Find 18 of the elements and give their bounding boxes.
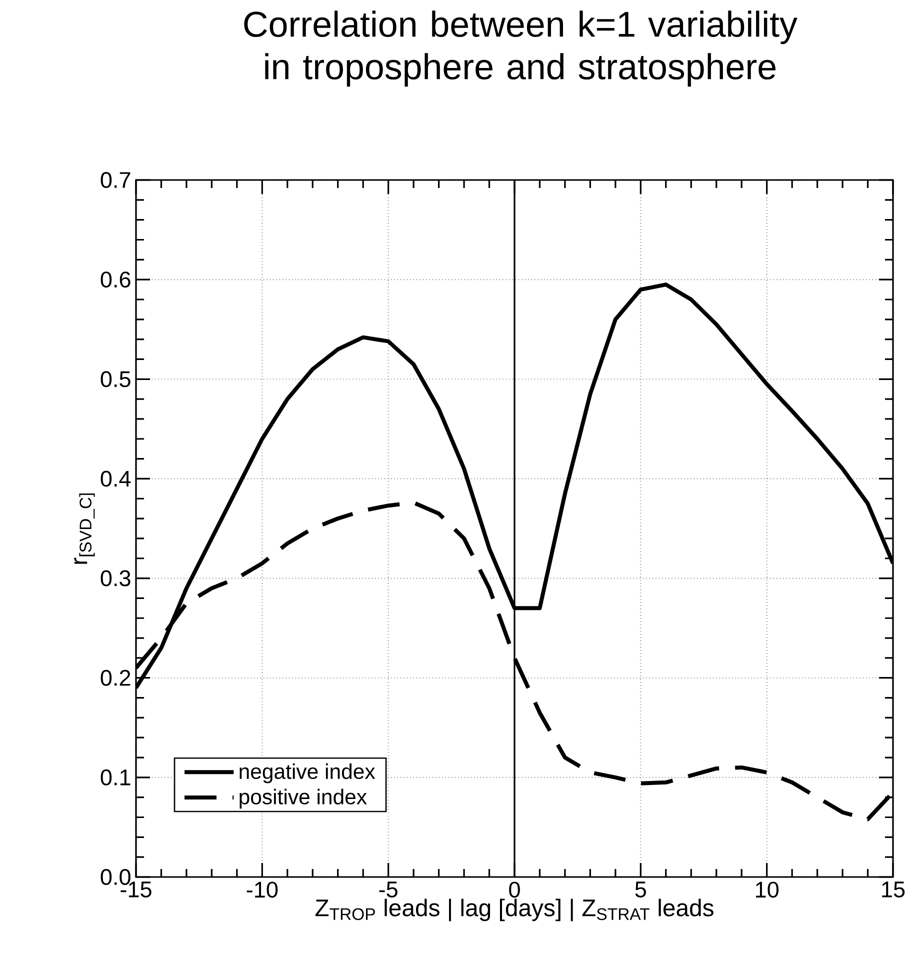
x-tick-label: 5 <box>635 882 646 898</box>
y-tick-label: 0.5 <box>100 371 130 388</box>
x-tick-label: -5 <box>379 882 398 898</box>
y-axis-title: r$_{[SVD_C]}$ <box>74 493 95 564</box>
y-tick-label: 0.7 <box>100 172 130 188</box>
y-tick-label: 0.4 <box>100 470 131 487</box>
x-tick-label: -10 <box>246 882 278 898</box>
x-tick-label: 0 <box>509 882 520 898</box>
y-tick-label: 0.6 <box>100 272 130 288</box>
y-tick-label: 0.3 <box>100 570 130 586</box>
y-tick-label: 0.1 <box>100 769 130 786</box>
chart-title: Correlation between k=1 variability in troposphere and stratosphere <box>244 10 798 87</box>
x-tick-label: 15 <box>882 882 905 898</box>
legend-label: negative index <box>240 763 376 784</box>
y-tick-label: 0.2 <box>100 670 130 686</box>
legend-label: positive index <box>240 788 367 809</box>
x-tick-label: 10 <box>756 882 779 898</box>
x-axis-title: Z$_{TROP}$ leads | lag [days] | Z$_{STRAT}$ leads <box>315 898 714 922</box>
